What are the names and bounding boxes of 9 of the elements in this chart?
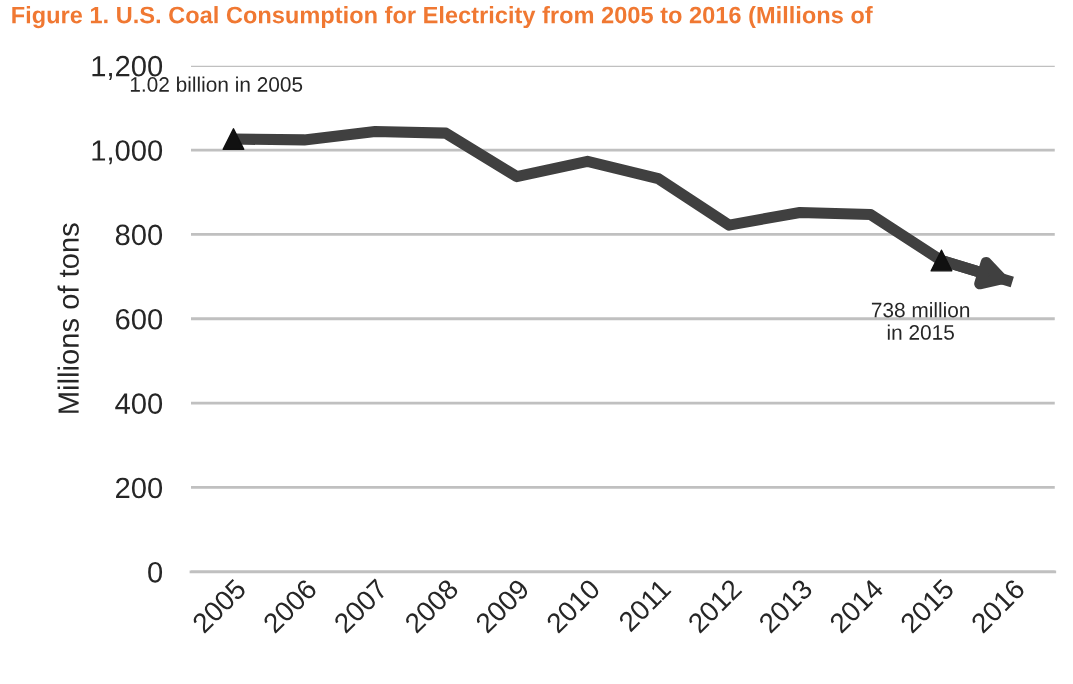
chart-title: Figure 1. U.S. Coal Consumption for Electricity from 2005 to 2016 (Millions of	[12, 6, 873, 29]
y-tick-label: 800	[115, 224, 163, 246]
y-tick-label: 400	[115, 393, 163, 414]
annotation: 738 million in 2015	[871, 302, 970, 340]
y-tick-label: 200	[116, 477, 163, 499]
y-tick-label: 0	[148, 562, 163, 583]
y-axis-title: Millions of tons	[57, 223, 79, 413]
y-tick-label: 600	[116, 308, 163, 330]
y-tick-label: 1,000	[92, 140, 163, 165]
